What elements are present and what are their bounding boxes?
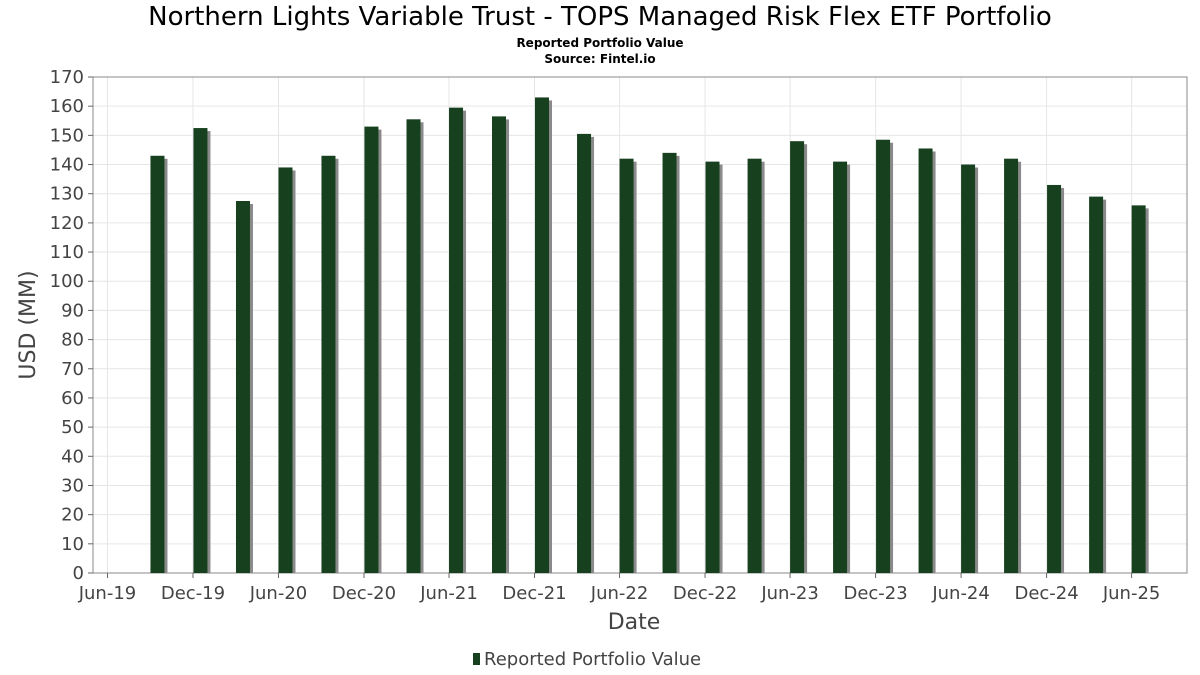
bar — [1131, 205, 1146, 573]
x-tick-label: Dec-23 — [843, 583, 907, 604]
y-tick-label: 20 — [61, 505, 84, 526]
bar — [449, 107, 464, 574]
bar — [918, 148, 933, 573]
x-tick-label: Dec-21 — [502, 583, 566, 604]
bar — [1004, 158, 1019, 573]
bar — [278, 167, 293, 573]
y-axis: 0 10 20 30 40 50 60 70 80 90 100 110 120 130 140 150 160… — [50, 67, 93, 584]
y-tick-label: 120 — [50, 213, 84, 234]
y-tick-label: 150 — [50, 125, 84, 146]
bar — [577, 133, 592, 574]
bar — [662, 152, 677, 573]
grid-lines — [93, 76, 1187, 574]
x-axis: Jun-19 Dec-19 Jun-20 Dec-20 Jun-21 Dec-21 Jun-… — [78, 573, 1161, 604]
x-tick-label: Jun-21 — [419, 583, 478, 604]
bar — [876, 139, 891, 573]
legend: Reported Portfolio Value — [473, 649, 701, 670]
y-axis-title: USD (MM) — [16, 270, 41, 379]
chart-source: Source: Fintel.io — [544, 52, 656, 66]
bar — [833, 161, 848, 574]
x-tick-label: Jun-20 — [249, 583, 308, 604]
y-tick-label: 50 — [61, 417, 84, 438]
y-tick-label: 170 — [50, 67, 84, 88]
x-tick-label: Jun-19 — [78, 583, 137, 604]
bar — [961, 164, 976, 573]
y-tick-label: 0 — [73, 563, 84, 584]
x-tick-label: Jun-25 — [1102, 583, 1161, 604]
bar — [619, 158, 634, 573]
bars — [150, 97, 1149, 574]
x-tick-label: Dec-20 — [332, 583, 396, 604]
legend-swatch — [473, 653, 480, 665]
x-tick-label: Jun-23 — [760, 583, 819, 604]
x-tick-label: Dec-19 — [161, 583, 225, 604]
y-tick-label: 80 — [61, 330, 84, 351]
y-tick-label: 60 — [61, 388, 84, 409]
chart-title: Northern Lights Variable Trust - TOPS Ma… — [148, 2, 1052, 32]
legend-label: Reported Portfolio Value — [484, 649, 701, 670]
x-axis-title: Date — [608, 610, 661, 635]
bar — [406, 119, 421, 574]
y-tick-label: 100 — [50, 271, 84, 292]
bar — [747, 158, 762, 573]
x-tick-label: Dec-24 — [1014, 583, 1078, 604]
bar — [1089, 196, 1104, 573]
bar — [150, 155, 165, 573]
bar — [492, 116, 507, 573]
bar — [1047, 184, 1062, 573]
plot-frame — [92, 76, 1188, 574]
y-tick-label: 130 — [50, 184, 84, 205]
y-tick-label: 40 — [61, 446, 84, 467]
bar — [790, 141, 805, 573]
x-tick-label: Jun-22 — [590, 583, 649, 604]
bar — [534, 97, 549, 574]
y-tick-label: 160 — [50, 96, 84, 117]
bar — [705, 161, 720, 574]
bar — [235, 201, 250, 573]
bar — [364, 126, 379, 573]
bar — [193, 128, 208, 573]
y-tick-label: 30 — [61, 475, 84, 496]
y-tick-label: 110 — [50, 242, 84, 263]
x-tick-label: Dec-22 — [673, 583, 737, 604]
bar — [321, 155, 336, 573]
y-tick-label: 70 — [61, 359, 84, 380]
y-tick-label: 90 — [61, 300, 84, 321]
chart-subtitle: Reported Portfolio Value — [516, 36, 684, 50]
x-tick-label: Jun-24 — [931, 583, 990, 604]
y-tick-label: 10 — [61, 534, 84, 555]
y-tick-label: 140 — [50, 155, 84, 176]
